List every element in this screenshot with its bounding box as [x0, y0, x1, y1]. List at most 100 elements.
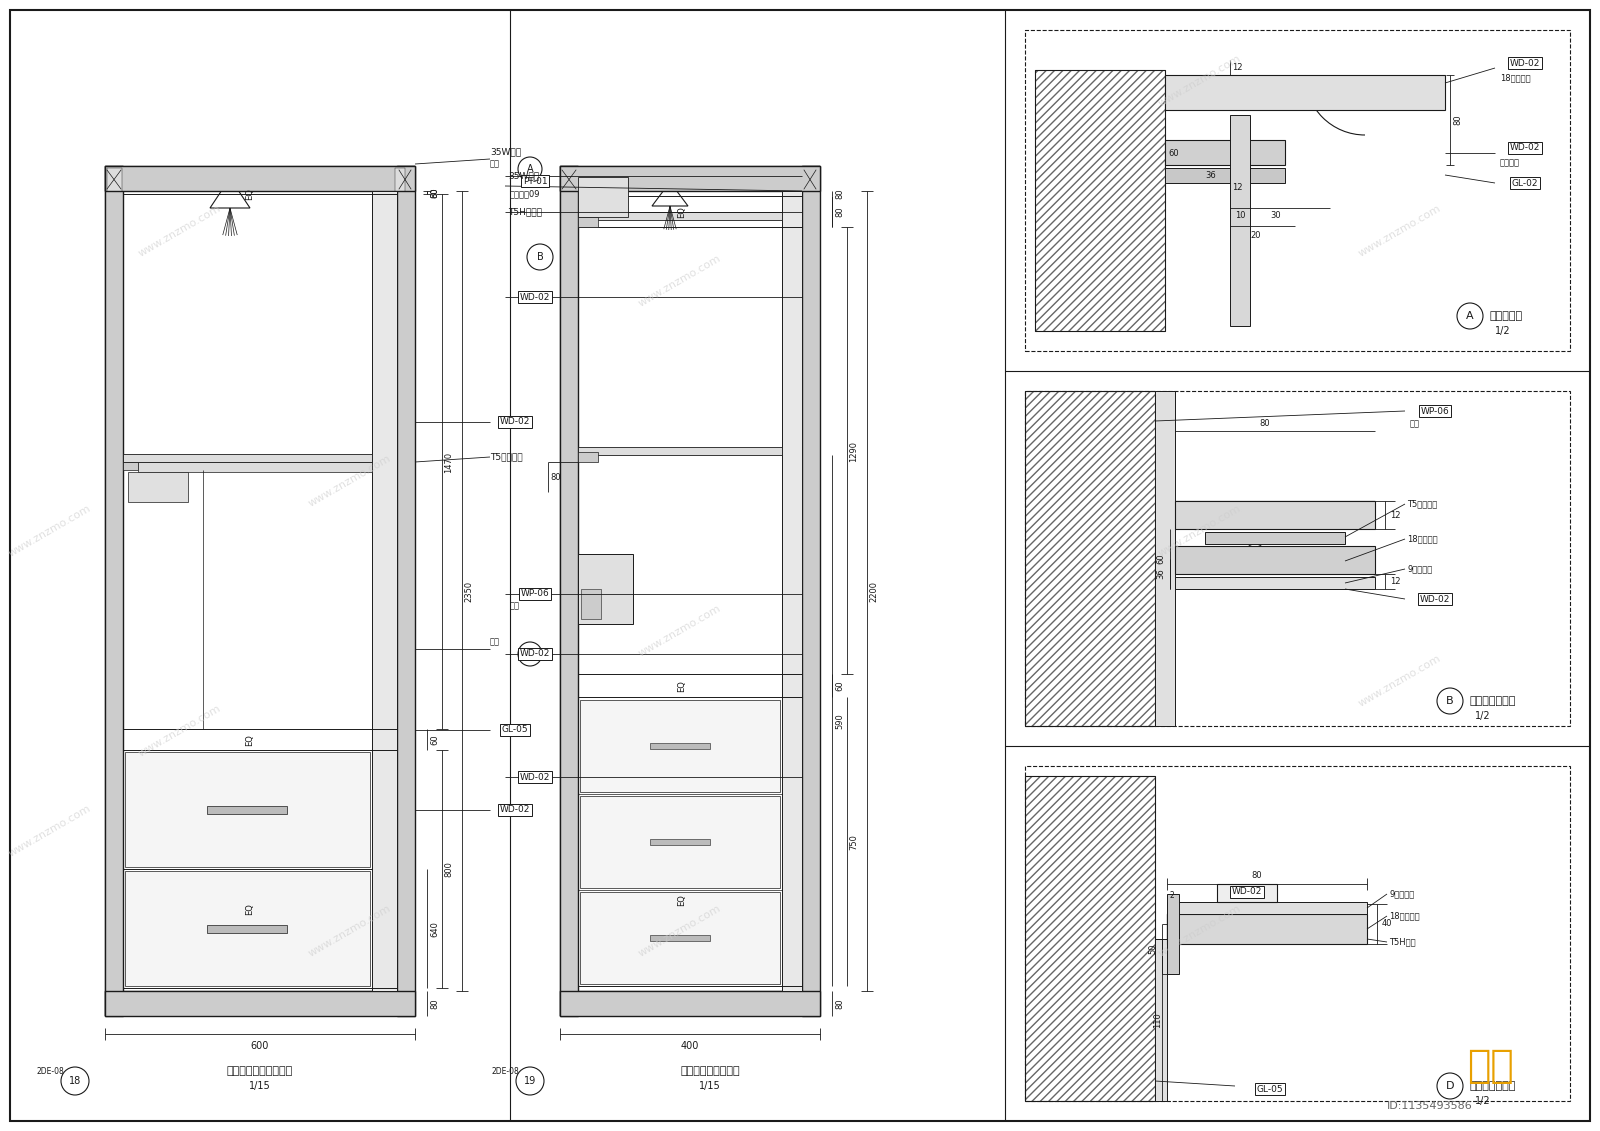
Bar: [1026, 776, 1155, 1100]
Text: 12: 12: [1232, 183, 1243, 192]
Bar: [578, 554, 634, 624]
Bar: [802, 166, 819, 1016]
Text: www.znzmo.com: www.znzmo.com: [307, 454, 394, 509]
Text: 60: 60: [430, 735, 438, 745]
Text: 110: 110: [1154, 1012, 1163, 1028]
Text: 36: 36: [1205, 171, 1216, 180]
Bar: [650, 935, 710, 941]
Text: WD-02: WD-02: [520, 293, 550, 302]
Text: www.znzmo.com: www.znzmo.com: [1157, 53, 1243, 109]
Bar: [1230, 115, 1250, 326]
Bar: [581, 589, 602, 619]
Bar: [1026, 31, 1570, 351]
Bar: [1166, 903, 1366, 914]
Text: 1/2: 1/2: [1475, 711, 1491, 720]
Text: WP-06: WP-06: [520, 589, 549, 598]
Text: 80: 80: [835, 189, 845, 199]
Text: GL-05: GL-05: [1256, 1085, 1283, 1094]
Bar: [206, 806, 286, 814]
Text: 640: 640: [430, 921, 438, 936]
Text: 60: 60: [430, 188, 438, 198]
Bar: [560, 166, 578, 1016]
Bar: [106, 166, 414, 191]
Text: 2DE-08: 2DE-08: [37, 1067, 64, 1076]
Bar: [802, 166, 819, 1016]
Text: 2350: 2350: [464, 580, 474, 602]
Text: 19: 19: [523, 1076, 536, 1086]
Text: T5H光灯: T5H光灯: [1389, 938, 1416, 947]
Circle shape: [61, 1067, 90, 1095]
Bar: [106, 166, 123, 1016]
Bar: [397, 166, 414, 1016]
Text: 石膏线条09: 石膏线条09: [510, 190, 541, 199]
Text: 1/15: 1/15: [699, 1081, 722, 1091]
Bar: [560, 166, 819, 191]
Text: 9厚密度板: 9厚密度板: [1389, 889, 1414, 898]
Bar: [579, 700, 781, 792]
Text: 12: 12: [1390, 510, 1400, 519]
Text: 12: 12: [1390, 577, 1400, 586]
Text: GL-05: GL-05: [502, 725, 528, 734]
Text: 750: 750: [850, 834, 858, 849]
Text: 18厚木上板: 18厚木上板: [1389, 912, 1419, 921]
Text: 二层书房柜子剖面图: 二层书房柜子剖面图: [680, 1067, 739, 1076]
Circle shape: [518, 157, 542, 181]
Circle shape: [518, 642, 542, 666]
Circle shape: [1458, 303, 1483, 329]
Bar: [1026, 766, 1570, 1100]
Text: 18: 18: [69, 1076, 82, 1086]
Bar: [579, 892, 781, 984]
Text: B: B: [536, 252, 544, 262]
Text: A: A: [1466, 311, 1474, 321]
Text: 20: 20: [1250, 232, 1261, 241]
Text: 60: 60: [1157, 554, 1165, 564]
Text: www.znzmo.com: www.znzmo.com: [138, 204, 222, 259]
Bar: [560, 166, 578, 1016]
Text: 实木线条: 实木线条: [1501, 158, 1520, 167]
Text: ID:1135493586: ID:1135493586: [1387, 1100, 1474, 1111]
Text: EQ: EQ: [677, 895, 686, 906]
Bar: [578, 447, 782, 455]
Text: www.znzmo.com: www.znzmo.com: [6, 503, 93, 559]
Text: 1/15: 1/15: [250, 1081, 270, 1091]
Text: 硬包: 硬包: [1410, 420, 1421, 429]
Circle shape: [1254, 912, 1278, 936]
Circle shape: [1437, 1073, 1462, 1099]
Bar: [128, 472, 189, 502]
Text: WD-02: WD-02: [1419, 595, 1450, 604]
Text: www.znzmo.com: www.znzmo.com: [637, 603, 723, 658]
Circle shape: [1245, 544, 1266, 564]
Circle shape: [1242, 145, 1258, 161]
Text: 30: 30: [1270, 211, 1280, 221]
Bar: [106, 991, 414, 1016]
Text: 12: 12: [1232, 62, 1243, 71]
Bar: [782, 191, 802, 991]
Circle shape: [526, 244, 554, 270]
Text: 二层更衣室柜子剖面图: 二层更衣室柜子剖面图: [227, 1067, 293, 1076]
Text: 80: 80: [835, 999, 845, 1009]
Circle shape: [1437, 688, 1462, 714]
Text: 知末: 知末: [1467, 1047, 1514, 1085]
Text: 1/2: 1/2: [1494, 326, 1510, 336]
Text: EQ: EQ: [677, 206, 686, 218]
Bar: [578, 217, 598, 227]
Bar: [1155, 391, 1174, 726]
Text: www.znzmo.com: www.znzmo.com: [1357, 204, 1443, 259]
Text: 柜子节点图: 柜子节点图: [1490, 311, 1523, 321]
Text: A: A: [526, 164, 533, 174]
Text: 60: 60: [835, 681, 845, 691]
Text: WD-02: WD-02: [499, 417, 530, 426]
Text: 35W射灯: 35W射灯: [509, 172, 539, 181]
Bar: [1174, 501, 1374, 529]
Bar: [1155, 939, 1166, 1100]
Text: 硬包: 硬包: [510, 602, 520, 611]
Text: www.znzmo.com: www.znzmo.com: [138, 703, 222, 759]
Text: 590: 590: [835, 714, 845, 728]
Text: 2: 2: [1170, 891, 1174, 900]
Text: 18厚木工板: 18厚木工板: [1406, 535, 1438, 544]
Bar: [1026, 391, 1570, 726]
Bar: [578, 452, 598, 461]
Text: T5H光灯管: T5H光灯管: [509, 207, 542, 216]
Text: 10: 10: [1235, 211, 1245, 221]
Text: D: D: [1446, 1081, 1454, 1091]
